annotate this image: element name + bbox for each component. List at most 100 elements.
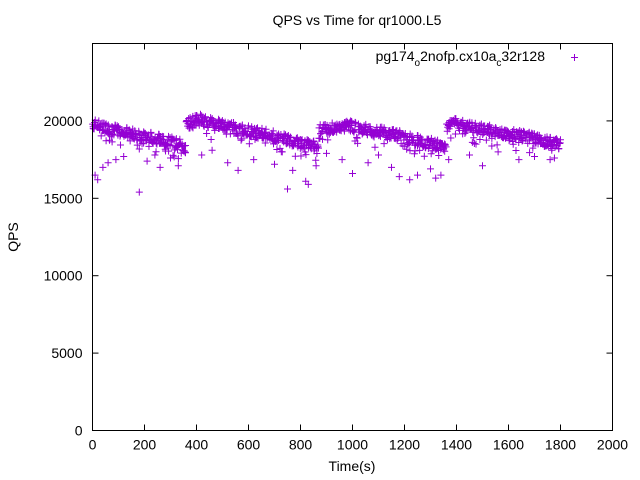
- data-point: [135, 127, 143, 135]
- data-point: [420, 152, 428, 160]
- data-point: [555, 145, 563, 153]
- data-point-outlier: [198, 151, 206, 159]
- data-point: [238, 135, 246, 143]
- data-point: [360, 122, 368, 130]
- data-point: [347, 122, 355, 130]
- y-tick-label: 5000: [51, 345, 82, 361]
- data-point: [315, 124, 323, 132]
- data-point: [373, 126, 381, 134]
- legend-marker-symbol: [571, 54, 578, 61]
- data-point-outlier: [375, 151, 382, 159]
- data-point: [287, 134, 295, 142]
- x-tick-label: 0: [89, 437, 97, 453]
- data-point: [371, 143, 379, 151]
- data-point-outlier: [427, 165, 434, 173]
- data-point-outlier: [174, 162, 182, 170]
- data-point-outlier: [445, 156, 453, 164]
- data-point: [207, 136, 215, 144]
- data-point: [519, 127, 527, 135]
- data-point: [517, 133, 525, 141]
- data-point: [315, 134, 323, 142]
- data-point-outlier: [156, 163, 164, 171]
- data-point-outlier: [414, 171, 421, 179]
- data-point: [396, 127, 404, 135]
- data-point-outlier: [406, 176, 414, 184]
- data-point: [273, 138, 281, 146]
- data-point: [97, 132, 105, 140]
- data-point: [441, 141, 449, 149]
- data-point-outlier: [432, 174, 440, 182]
- data-point: [534, 131, 542, 139]
- data-point: [435, 151, 443, 159]
- legend-series-label: pg174o2nofp.cx10ac32r128: [376, 48, 546, 69]
- data-point-outlier: [349, 170, 356, 178]
- data-point: [104, 121, 112, 129]
- data-point: [403, 145, 411, 153]
- x-tick-label: 1200: [389, 437, 420, 453]
- data-point: [135, 145, 143, 153]
- data-point: [276, 144, 284, 152]
- data-point: [416, 146, 424, 154]
- data-point-outlier: [494, 148, 502, 156]
- data-point-outlier: [99, 163, 107, 171]
- data-point: [203, 129, 211, 137]
- data-point: [147, 129, 155, 137]
- data-point: [204, 123, 212, 131]
- data-point-outlier: [135, 188, 143, 196]
- data-point-outlier: [167, 154, 174, 162]
- y-tick-label: 0: [75, 423, 83, 439]
- data-point: [314, 144, 322, 152]
- data-point-outlier: [224, 159, 232, 167]
- data-point-outlier: [250, 156, 258, 164]
- data-point: [297, 152, 305, 160]
- data-point: [441, 147, 449, 155]
- y-tick-label: 10000: [44, 268, 83, 284]
- data-point: [166, 141, 174, 149]
- data-point: [170, 153, 178, 161]
- data-point: [451, 130, 459, 138]
- data-point-outlier: [112, 156, 120, 164]
- data-point: [96, 126, 104, 134]
- data-point-outlier: [289, 166, 297, 174]
- data-point: [310, 137, 318, 145]
- data-point: [278, 148, 286, 156]
- y-axis-label: QPS: [5, 222, 21, 252]
- data-point: [172, 136, 180, 144]
- data-point: [447, 134, 455, 142]
- data-point: [114, 124, 122, 132]
- x-tick-label: 400: [185, 437, 209, 453]
- data-point: [519, 136, 527, 144]
- data-point-outlier: [479, 162, 486, 170]
- data-point: [244, 124, 252, 132]
- data-point: [165, 147, 173, 155]
- data-point: [176, 135, 184, 143]
- data-point: [221, 126, 229, 134]
- data-point: [353, 134, 361, 142]
- data-point: [258, 124, 266, 132]
- data-point: [470, 139, 478, 147]
- data-point: [548, 146, 556, 154]
- data-point: [238, 121, 246, 129]
- data-point: [234, 131, 242, 139]
- data-point: [353, 133, 361, 141]
- data-point: [496, 128, 504, 136]
- data-point: [427, 150, 435, 158]
- data-point-outlier: [364, 159, 372, 167]
- data-point-outlier: [515, 156, 523, 164]
- data-point: [553, 135, 561, 143]
- x-tick-label: 200: [133, 437, 157, 453]
- data-point: [324, 136, 332, 144]
- data-point-outlier: [312, 162, 320, 170]
- data-points: [89, 110, 564, 196]
- x-tick-label: 600: [237, 437, 261, 453]
- data-point-outlier: [546, 156, 554, 164]
- data-point: [221, 118, 229, 126]
- data-point: [269, 127, 277, 135]
- data-point-outlier: [531, 153, 538, 161]
- data-point: [145, 142, 153, 150]
- data-point-outlier: [388, 163, 395, 171]
- data-point: [183, 116, 191, 124]
- y-tick-label: 15000: [44, 190, 83, 206]
- data-point: [482, 136, 490, 144]
